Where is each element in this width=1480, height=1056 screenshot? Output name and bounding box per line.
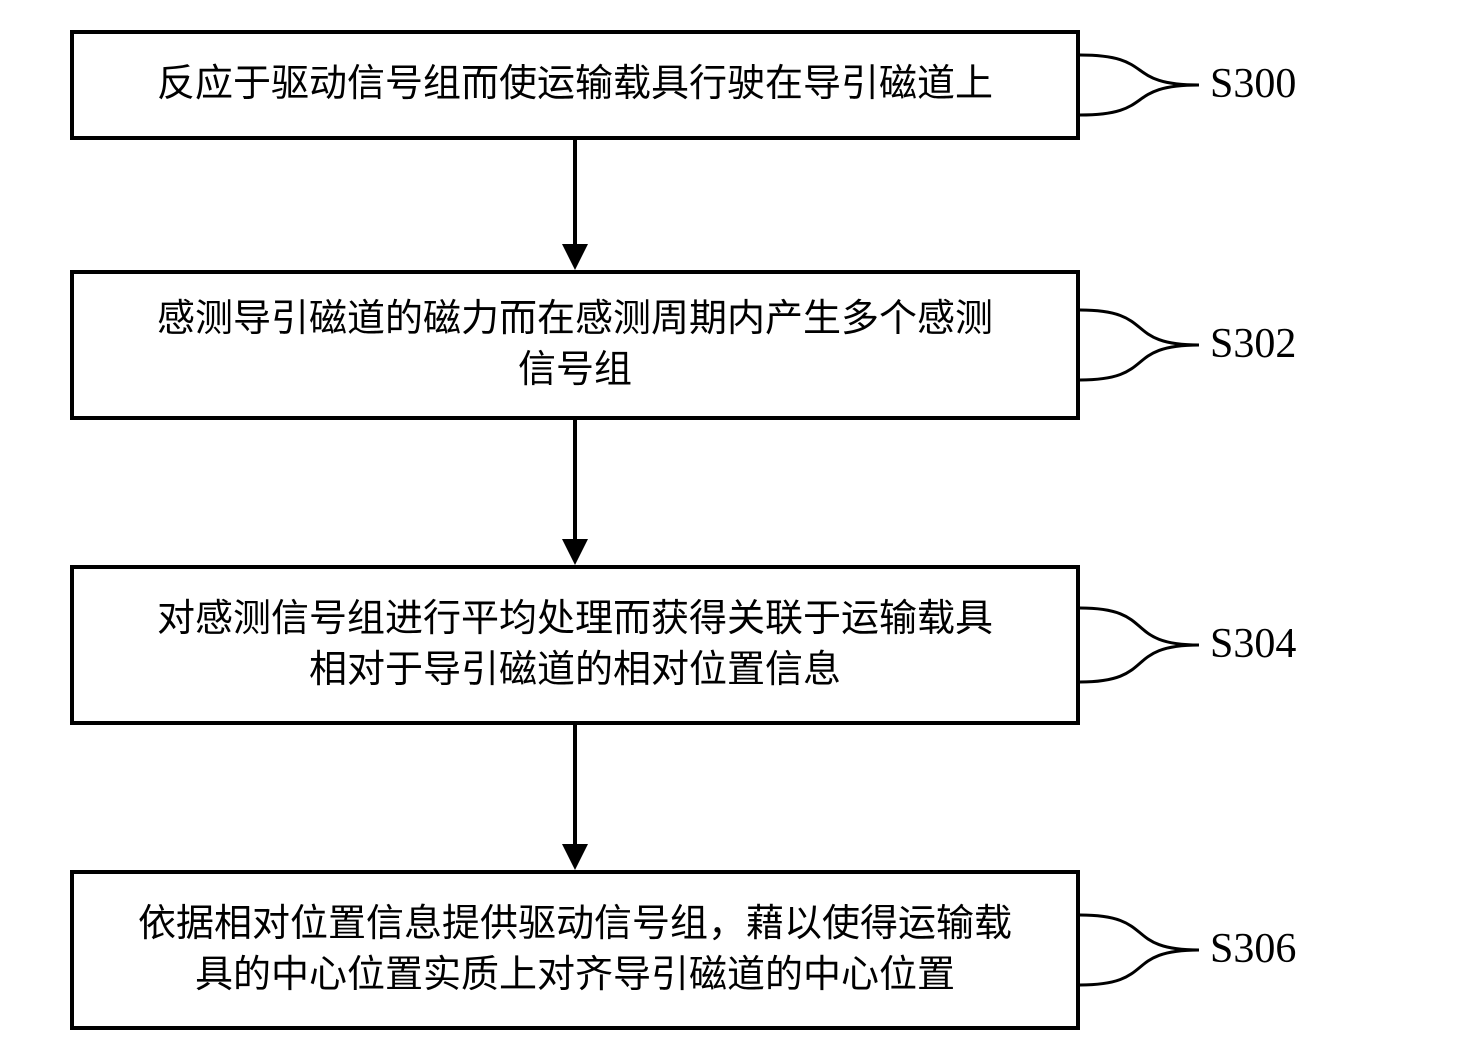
flow-arrow bbox=[555, 420, 595, 565]
flow-node-label-s306: S306 bbox=[1210, 925, 1296, 973]
flow-node-label-s300: S300 bbox=[1210, 60, 1296, 108]
flow-node-s304: 对感测信号组进行平均处理而获得关联于运输载具 相对于导引磁道的相对位置信息 bbox=[70, 565, 1080, 725]
brace-path bbox=[1080, 310, 1199, 380]
brace-path bbox=[1080, 608, 1199, 682]
flow-node-text: 依据相对位置信息提供驱动信号组，藉以使得运输载 具的中心位置实质上对齐导引磁道的… bbox=[138, 899, 1012, 1002]
flow-node-s306: 依据相对位置信息提供驱动信号组，藉以使得运输载 具的中心位置实质上对齐导引磁道的… bbox=[70, 870, 1080, 1030]
flow-node-text: 对感测信号组进行平均处理而获得关联于运输载具 相对于导引磁道的相对位置信息 bbox=[157, 594, 993, 697]
flow-arrow bbox=[555, 140, 595, 270]
flow-node-s302: 感测导引磁道的磁力而在感测周期内产生多个感测 信号组 bbox=[70, 270, 1080, 420]
flow-node-label-s304: S304 bbox=[1210, 620, 1296, 668]
flowchart-canvas: 反应于驱动信号组而使运输载具行驶在导引磁道上 S300 感测导引磁道的磁力而在感… bbox=[0, 0, 1480, 1056]
brace-connector bbox=[1080, 35, 1220, 135]
brace-path bbox=[1080, 55, 1199, 115]
flow-node-text: 反应于驱动信号组而使运输载具行驶在导引磁道上 bbox=[157, 59, 993, 110]
flow-node-text: 感测导引磁道的磁力而在感测周期内产生多个感测 信号组 bbox=[157, 294, 993, 397]
brace-connector bbox=[1080, 895, 1220, 1005]
flow-node-label-s302: S302 bbox=[1210, 320, 1296, 368]
brace-path bbox=[1080, 915, 1199, 985]
brace-connector bbox=[1080, 588, 1220, 702]
flow-arrow bbox=[555, 725, 595, 870]
brace-connector bbox=[1080, 290, 1220, 400]
flow-node-s300: 反应于驱动信号组而使运输载具行驶在导引磁道上 bbox=[70, 30, 1080, 140]
